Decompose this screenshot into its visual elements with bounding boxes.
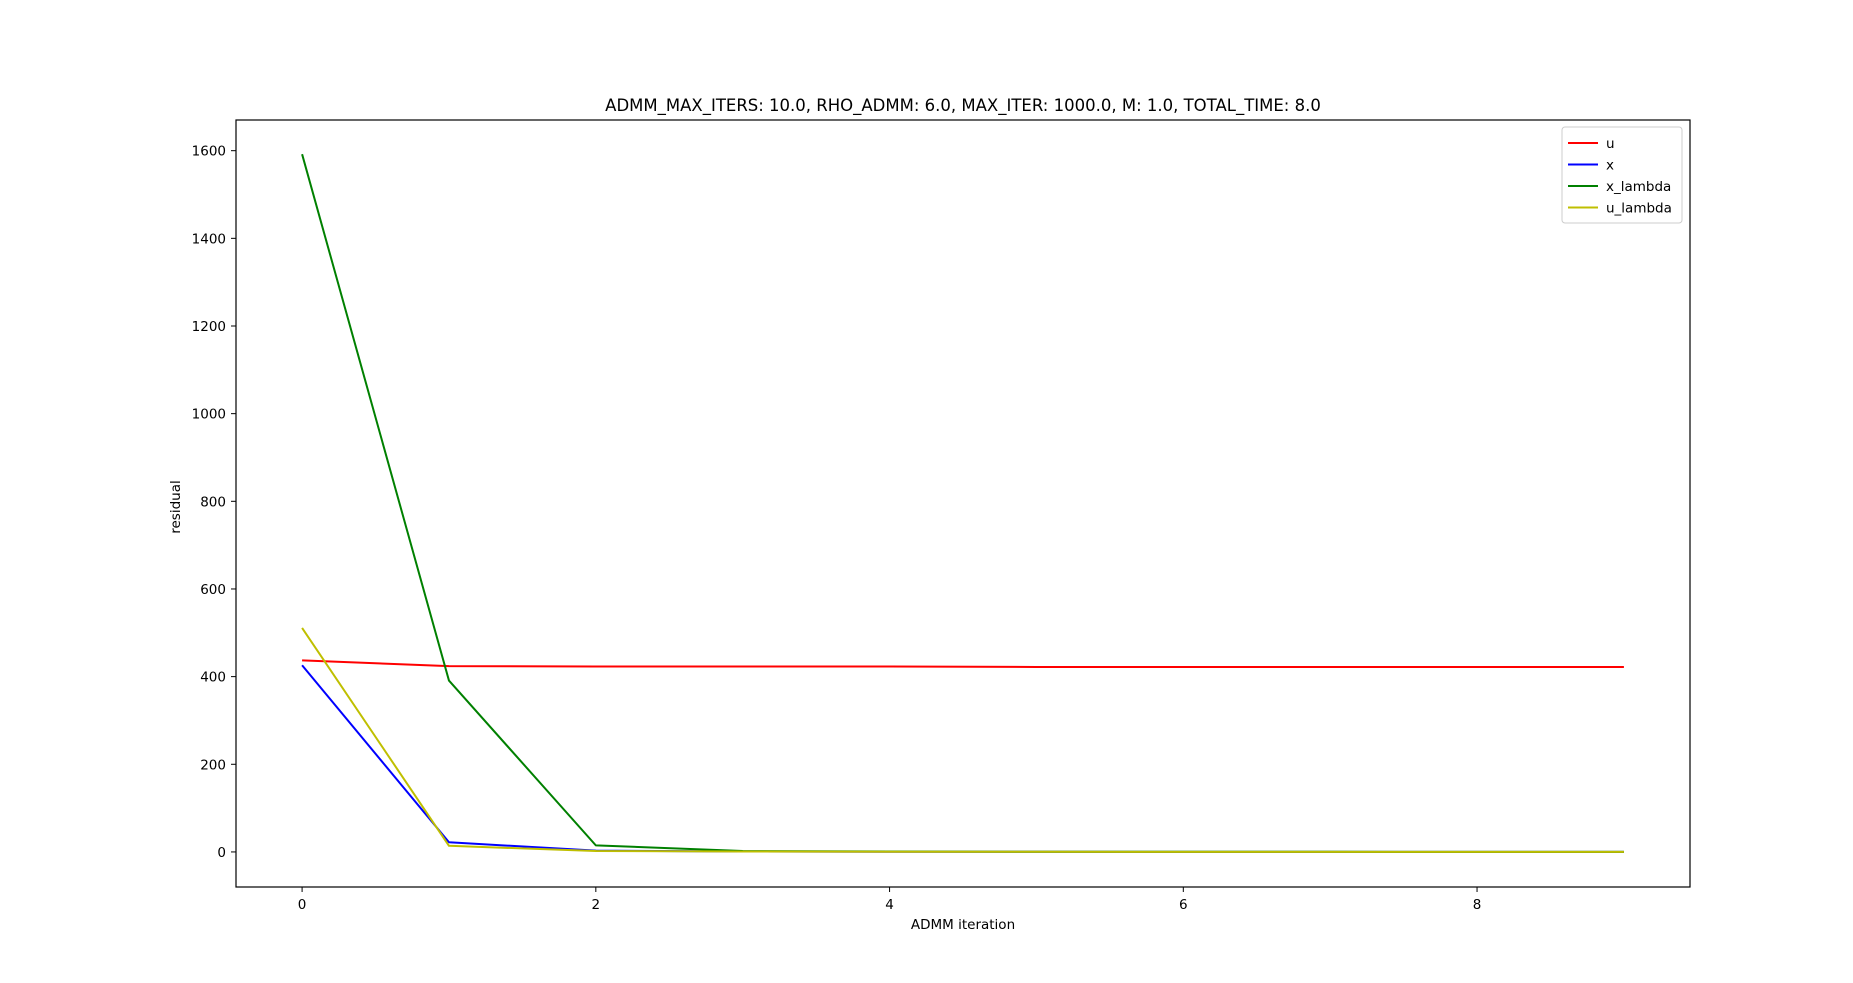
legend-label-x-lambda: x_lambda [1606,179,1671,195]
y-tick-label: 1200 [192,319,226,335]
y-tick-label: 1000 [192,407,226,423]
legend-box [1561,126,1683,224]
y-tick-label: 0 [217,845,226,861]
x-axis: 0 2 4 6 8 [298,887,1482,913]
y-tick-label: 1400 [192,231,226,247]
legend: ux x_lambda u_lambda [1561,126,1683,224]
chart-title: ADMM_MAX_ITERS: 10.0, RHO_ADMM: 6.0, MAX… [605,96,1321,116]
y-axis: 0 200 400 600 800 1000 1200 1400 1600 [192,144,236,861]
y-tick-label: 1600 [192,144,226,160]
legend-label-u-lambda: u_lambda [1606,201,1672,217]
series-layer [301,153,1624,853]
y-axis-label: residual [168,480,184,534]
x-tick-label: 0 [298,897,307,913]
legend-label-x: x [1606,158,1614,174]
axes-frame [235,119,1691,888]
series-line-u [302,659,1624,668]
x-axis-label: ADMM iteration [911,917,1015,933]
plot-area: 0 2 4 6 8 0 200 400 600 800 1000 1200 1400 1600 [192,119,1691,913]
x-tick-label: 8 [1473,897,1482,913]
x-tick-label: 2 [592,897,601,913]
y-tick-label: 800 [200,494,226,510]
y-tick-label: 600 [200,582,226,598]
y-tick-label: 400 [200,670,226,686]
legend-label-u: u [1606,136,1615,152]
y-tick-label: 200 [200,757,226,773]
x-tick-label: 6 [1179,897,1188,913]
series-line-u-lambda [301,627,1624,853]
x-tick-label: 4 [885,897,894,913]
